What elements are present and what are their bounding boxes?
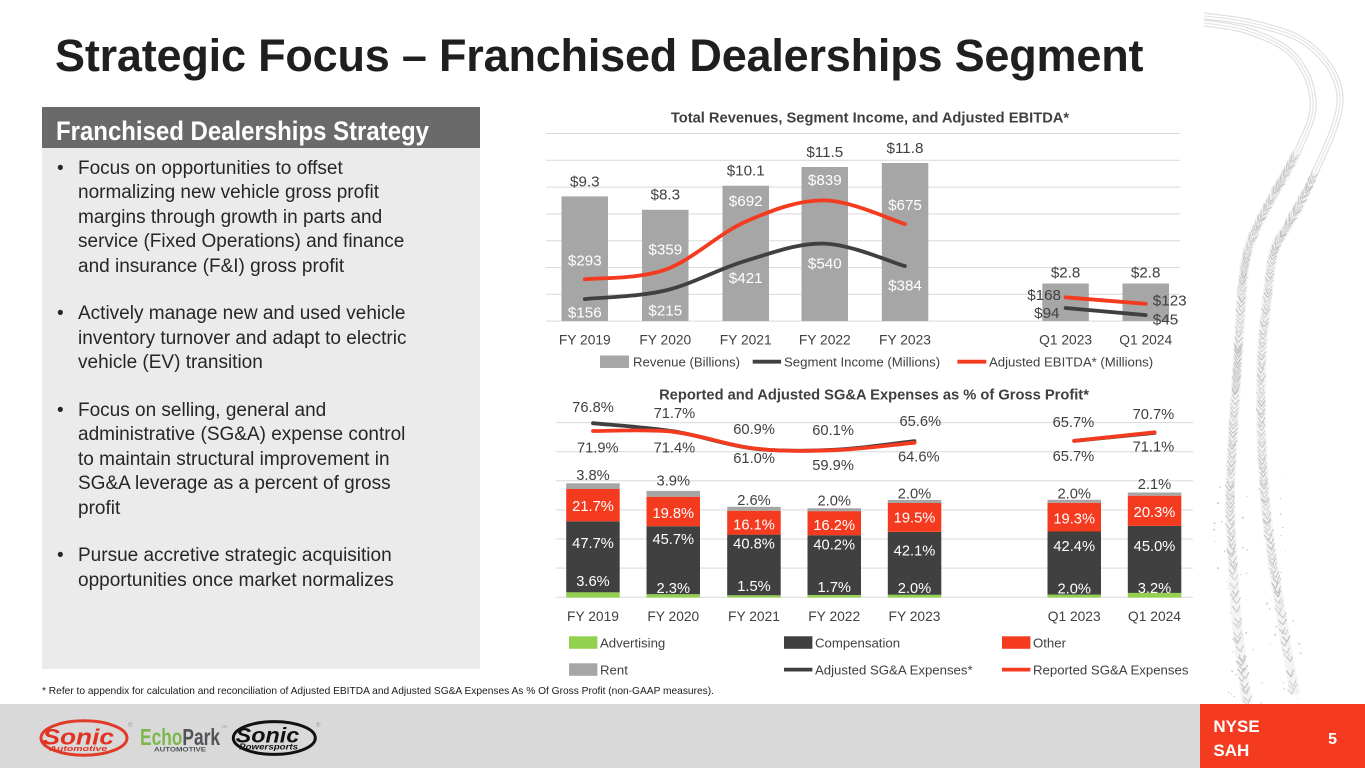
svg-text:45.0%: 45.0% <box>1134 539 1176 555</box>
svg-text:2.6%: 2.6% <box>737 493 770 509</box>
svg-text:FY 2022: FY 2022 <box>808 609 860 624</box>
svg-text:19.8%: 19.8% <box>652 506 694 522</box>
svg-text:76.8%: 76.8% <box>572 400 614 416</box>
svg-text:EchoPark: EchoPark <box>140 724 220 750</box>
svg-text:Sonic: Sonic <box>236 725 300 748</box>
svg-text:65.7%: 65.7% <box>1053 415 1095 431</box>
svg-text:16.2%: 16.2% <box>813 518 855 534</box>
svg-text:45.7%: 45.7% <box>652 532 694 548</box>
svg-text:$8.3: $8.3 <box>651 187 681 204</box>
svg-text:$215: $215 <box>648 303 682 320</box>
svg-text:$168: $168 <box>1027 287 1061 304</box>
svg-text:FY 2023: FY 2023 <box>879 333 931 348</box>
svg-text:2.0%: 2.0% <box>1057 487 1090 503</box>
svg-text:3.8%: 3.8% <box>576 468 609 484</box>
svg-text:$293: $293 <box>568 253 602 270</box>
svg-text:59.9%: 59.9% <box>812 458 854 474</box>
svg-text:®: ® <box>316 722 321 729</box>
svg-text:64.6%: 64.6% <box>898 449 940 465</box>
svg-text:47.7%: 47.7% <box>572 536 614 552</box>
svg-text:$540: $540 <box>808 256 842 273</box>
svg-text:65.6%: 65.6% <box>899 414 941 430</box>
svg-text:Franchised Dealerships Strateg: Franchised Dealerships Strategy <box>56 116 429 146</box>
svg-text:2.1%: 2.1% <box>1138 477 1171 493</box>
svg-text:$359: $359 <box>648 242 682 259</box>
svg-text:$675: $675 <box>888 197 922 214</box>
svg-text:AUTOMOTIVE: AUTOMOTIVE <box>154 746 207 753</box>
svg-text:$2.8: $2.8 <box>1051 265 1081 282</box>
svg-text:$384: $384 <box>888 277 922 294</box>
svg-text:$11.5: $11.5 <box>806 144 843 161</box>
svg-text:40.8%: 40.8% <box>733 537 775 553</box>
svg-text:Powersports: Powersports <box>239 743 299 752</box>
svg-text:Reported and Adjusted SG&A Exp: Reported and Adjusted SG&A Expenses as %… <box>659 388 1089 404</box>
svg-text:42.4%: 42.4% <box>1053 539 1095 555</box>
svg-text:42.1%: 42.1% <box>894 544 936 560</box>
svg-text:FY 2019: FY 2019 <box>567 609 619 624</box>
svg-text:$839: $839 <box>808 172 842 189</box>
svg-text:Sonic: Sonic <box>43 724 115 749</box>
svg-text:$45: $45 <box>1153 312 1178 329</box>
svg-text:1.7%: 1.7% <box>817 580 850 596</box>
svg-text:Rent: Rent <box>600 662 628 677</box>
svg-text:Q1 2023: Q1 2023 <box>1039 333 1092 348</box>
svg-text:FY 2023: FY 2023 <box>889 609 941 624</box>
svg-text:71.1%: 71.1% <box>1133 440 1175 456</box>
svg-text:60.9%: 60.9% <box>733 422 775 438</box>
svg-text:71.9%: 71.9% <box>577 441 619 457</box>
svg-text:71.7%: 71.7% <box>654 406 696 422</box>
svg-text:$123: $123 <box>1153 292 1187 309</box>
svg-text:60.1%: 60.1% <box>812 423 854 439</box>
svg-text:19.3%: 19.3% <box>1053 512 1095 528</box>
svg-text:3.6%: 3.6% <box>576 574 609 590</box>
svg-text:Compensation: Compensation <box>815 635 900 650</box>
svg-text:2.3%: 2.3% <box>657 581 690 597</box>
svg-text:$421: $421 <box>729 270 763 287</box>
svg-text:FY 2020: FY 2020 <box>647 609 699 624</box>
svg-text:Other: Other <box>1033 635 1067 650</box>
svg-text:2.0%: 2.0% <box>898 581 931 597</box>
svg-text:FY 2021: FY 2021 <box>728 609 780 624</box>
svg-text:$2.8: $2.8 <box>1131 265 1161 282</box>
svg-text:$94: $94 <box>1034 305 1059 322</box>
svg-text:20.3%: 20.3% <box>1134 505 1176 521</box>
svg-text:$9.3: $9.3 <box>570 173 600 190</box>
svg-text:Revenue (Billions): Revenue (Billions) <box>633 354 740 369</box>
svg-text:Advertising: Advertising <box>600 635 665 650</box>
svg-text:2.0%: 2.0% <box>1057 581 1090 597</box>
svg-text:Adjusted EBITDA* (Millions): Adjusted EBITDA* (Millions) <box>989 354 1153 369</box>
svg-text:FY 2021: FY 2021 <box>720 333 772 348</box>
svg-text:®: ® <box>128 722 133 729</box>
svg-text:70.7%: 70.7% <box>1133 407 1175 423</box>
svg-text:61.0%: 61.0% <box>733 451 775 467</box>
svg-text:Adjusted SG&A Expenses*: Adjusted SG&A Expenses* <box>815 662 973 677</box>
svg-text:$11.8: $11.8 <box>887 140 924 157</box>
svg-text:Total Revenues, Segment Income: Total Revenues, Segment Income, and Adju… <box>671 111 1070 127</box>
svg-text:FY 2022: FY 2022 <box>799 333 851 348</box>
svg-text:1.5%: 1.5% <box>737 579 770 595</box>
svg-text:21.7%: 21.7% <box>572 499 614 515</box>
svg-text:3.9%: 3.9% <box>657 473 690 489</box>
svg-text:3.2%: 3.2% <box>1138 581 1171 597</box>
svg-text:65.7%: 65.7% <box>1053 449 1095 465</box>
svg-text:Reported SG&A Expenses: Reported SG&A Expenses <box>1033 662 1189 677</box>
svg-text:$156: $156 <box>568 304 602 321</box>
svg-text:19.5%: 19.5% <box>894 511 936 527</box>
svg-text:FY 2020: FY 2020 <box>639 333 691 348</box>
svg-text:40.2%: 40.2% <box>813 538 855 554</box>
svg-text:71.4%: 71.4% <box>654 441 696 457</box>
svg-text:Automotive: Automotive <box>48 744 107 753</box>
svg-text:$10.1: $10.1 <box>727 163 765 180</box>
svg-text:Q1 2024: Q1 2024 <box>1128 609 1181 624</box>
svg-text:FY 2019: FY 2019 <box>559 333 611 348</box>
svg-text:$692: $692 <box>729 193 763 210</box>
svg-text:2.0%: 2.0% <box>898 487 931 503</box>
svg-text:16.1%: 16.1% <box>733 518 775 534</box>
svg-text:Segment Income (Millions): Segment Income (Millions) <box>784 354 940 369</box>
svg-text:Q1 2023: Q1 2023 <box>1048 609 1101 624</box>
svg-text:Q1 2024: Q1 2024 <box>1119 333 1172 348</box>
svg-text:™: ™ <box>221 725 227 732</box>
svg-text:2.0%: 2.0% <box>817 493 850 509</box>
